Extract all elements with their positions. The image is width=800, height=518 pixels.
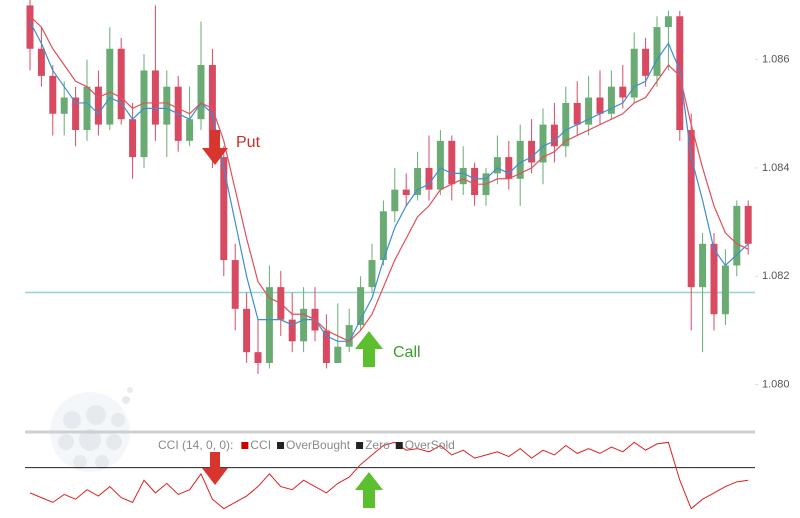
candle-body [585, 97, 593, 125]
cci-panel: CCI (14, 0, 0): CCI OverBought Zero OverSold [25, 438, 755, 510]
candle-body [528, 140, 536, 163]
candle-body [425, 167, 433, 190]
candle-body [687, 130, 695, 288]
y-tick-label: 1.080 [762, 379, 790, 391]
candle-body [322, 330, 330, 363]
candle-body [334, 346, 342, 363]
candle-body [550, 124, 558, 147]
candle-body [106, 48, 114, 125]
candle-body [300, 308, 308, 342]
put-label: Put [236, 134, 261, 151]
candle-body [220, 157, 228, 261]
y-tick-label: 1.086 [762, 54, 790, 66]
candle-body [710, 243, 718, 315]
candle-body [163, 86, 171, 125]
candle-body [117, 48, 125, 120]
put-arrow [202, 130, 228, 165]
cci-line [29, 441, 749, 510]
legend-label: OverBought [286, 438, 351, 452]
candle-body [402, 189, 410, 196]
candle-body [129, 119, 137, 158]
candle-body [653, 27, 661, 76]
candle-body [186, 119, 194, 141]
candle-body [345, 325, 353, 347]
candle-body [562, 102, 570, 147]
candle-body [26, 5, 34, 49]
legend-label: CCI [250, 438, 271, 452]
candle-body [699, 243, 707, 288]
candle-body [664, 16, 672, 28]
cci-label: CCI (14, 0, 0): [158, 438, 233, 452]
candle-body [436, 140, 444, 190]
candle-body [596, 97, 604, 114]
candle-body [243, 308, 251, 353]
legend-swatch [356, 442, 364, 449]
candle-body [49, 75, 57, 114]
candle-body [197, 65, 205, 120]
candle-body [619, 86, 627, 98]
watermark [50, 387, 133, 472]
candle-body [493, 157, 501, 174]
candle-body [37, 48, 45, 76]
candle-body [208, 65, 216, 158]
candle-body [254, 352, 262, 363]
candle-body [505, 157, 513, 179]
candle-body [448, 140, 456, 185]
candle-body [607, 86, 615, 114]
candle-body [231, 260, 239, 309]
candle-body [357, 287, 365, 326]
call-arrow-cci [355, 472, 383, 508]
candle-body [288, 319, 296, 342]
candle-body [140, 70, 148, 158]
candle-body [642, 48, 650, 76]
candle-body [265, 287, 273, 363]
candle-body [60, 97, 68, 114]
candle-body [83, 86, 91, 131]
legend-swatch [241, 442, 249, 449]
call-arrow [355, 331, 383, 367]
legend-label: Zero [365, 438, 390, 452]
candle-body [379, 211, 387, 261]
candle-body [391, 189, 399, 212]
moving-average [29, 21, 749, 342]
call-label: Call [393, 344, 421, 361]
candle-body [733, 205, 741, 266]
candle-body [368, 260, 376, 288]
candle-body [573, 102, 581, 125]
put-arrow-cci [202, 452, 228, 485]
price-panel: 1.080 1.082 1.084 1.086 [25, 0, 790, 391]
legend-swatch [277, 442, 285, 449]
candle-body [459, 167, 467, 185]
candle-body [539, 124, 547, 163]
candle-body [516, 140, 524, 179]
moving-average [29, 15, 749, 343]
legend-swatch [395, 442, 403, 449]
candle-body [744, 205, 752, 244]
legend-label: OverSold [405, 438, 455, 452]
y-tick-label: 1.084 [762, 162, 790, 174]
candle-body [414, 167, 422, 196]
put-signal: Put [202, 130, 261, 485]
candle-body [72, 97, 80, 131]
y-tick-label: 1.082 [762, 270, 790, 282]
candle-body [94, 86, 102, 125]
candle-body [151, 70, 159, 125]
call-signal: Call [355, 331, 421, 508]
candle-body [471, 167, 479, 196]
candle-body [630, 48, 638, 98]
candle-body [721, 265, 729, 315]
